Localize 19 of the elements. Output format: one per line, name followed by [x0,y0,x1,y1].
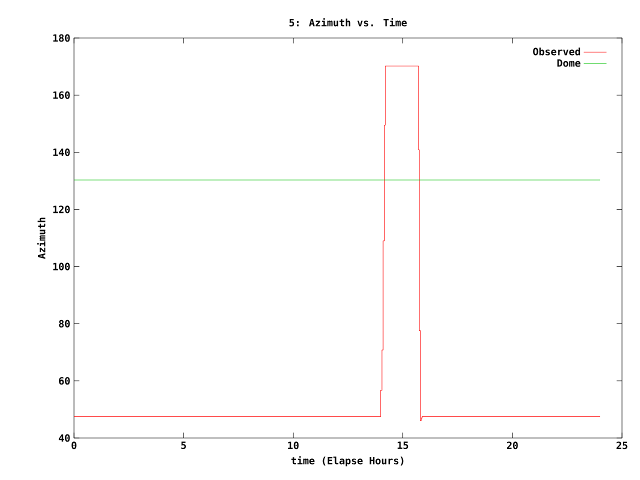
x-tick-label: 25 [616,442,628,450]
x-axis-title: time (Elapse Hours) [291,456,404,466]
y-tick-label: 40 [58,434,70,442]
x-tick-label: 0 [72,442,76,450]
y-tick-label: 80 [58,320,70,328]
legend-label: Dome [557,59,580,67]
legend-label: Observed [533,48,580,56]
y-tick-label: 180 [53,34,70,42]
chart-title: 5: Azimuth vs. Time [289,18,407,26]
x-tick-label: 20 [506,442,518,450]
y-tick-label: 120 [53,206,70,214]
x-tick-label: 10 [288,442,299,450]
x-tick-label: 15 [398,442,408,450]
y-tick-label: 140 [53,148,70,156]
y-axis-title: Azimuth [37,218,46,259]
y-tick-label: 100 [53,262,70,270]
y-tick-label: 160 [53,91,70,99]
y-tick-label: 60 [59,377,70,385]
x-tick-label: 5 [181,442,186,450]
